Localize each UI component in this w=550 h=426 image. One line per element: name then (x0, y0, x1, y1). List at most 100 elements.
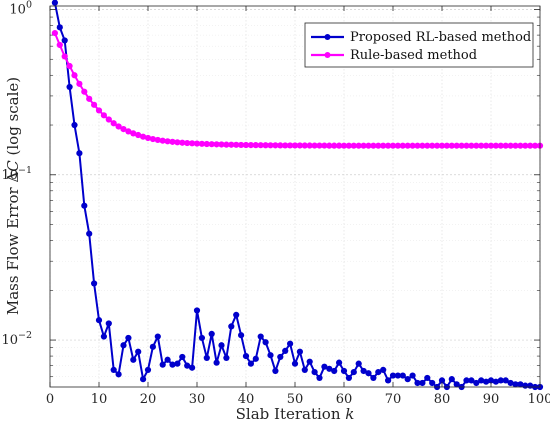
x-tick-label: 60 (336, 392, 353, 407)
data-point (394, 142, 401, 149)
data-point (468, 142, 475, 149)
x-tick-label: 100 (528, 392, 550, 407)
data-point (233, 311, 240, 318)
data-point (223, 354, 230, 361)
data-point (517, 381, 524, 388)
data-point (179, 353, 186, 361)
data-point (434, 142, 441, 149)
data-point (189, 364, 196, 371)
data-point (296, 348, 303, 355)
data-point (61, 53, 68, 60)
data-point (375, 142, 382, 149)
data-point (316, 142, 323, 149)
data-point (242, 141, 250, 149)
data-point (301, 142, 308, 149)
data-point (365, 370, 372, 377)
data-point (350, 369, 357, 376)
data-point (238, 141, 245, 149)
data-point (340, 142, 348, 149)
data-point (174, 139, 181, 146)
data-point (169, 138, 176, 145)
data-point (321, 363, 328, 370)
x-tick-label: 10 (91, 392, 108, 407)
data-point (66, 62, 73, 70)
data-point (321, 142, 328, 149)
data-point (473, 379, 480, 387)
x-tick-label: 40 (238, 392, 255, 407)
data-point (247, 142, 254, 149)
data-point (409, 372, 416, 379)
data-point (110, 366, 117, 373)
data-point (478, 142, 485, 149)
data-point (149, 135, 156, 143)
data-point (81, 202, 88, 209)
data-point (257, 333, 264, 340)
data-point (262, 142, 269, 149)
data-point (419, 142, 426, 149)
data-point (140, 133, 147, 140)
data-point (487, 377, 495, 384)
legend-label-rl: Proposed RL-based method (350, 30, 531, 45)
data-point (144, 366, 152, 373)
data-point (355, 142, 362, 149)
data-point (517, 142, 524, 149)
data-point (135, 131, 142, 139)
data-point (91, 101, 98, 108)
data-point (316, 374, 323, 382)
data-point (223, 141, 230, 148)
data-point (497, 142, 504, 149)
data-point (492, 378, 499, 385)
data-point (458, 142, 465, 149)
data-point (144, 134, 152, 142)
data-point (213, 359, 220, 366)
data-point (414, 142, 421, 149)
data-point (399, 372, 406, 379)
data-point (448, 142, 455, 149)
data-point (247, 360, 254, 367)
data-point (277, 353, 284, 361)
data-point (389, 372, 397, 379)
data-point (262, 339, 269, 346)
data-point (419, 379, 426, 387)
data-point (424, 142, 431, 149)
data-point (130, 130, 137, 137)
ticks: 0 10 20 30 40 50 60 70 80 90 100 10−2 10−1 100 (1, 0, 550, 407)
data-point (208, 141, 215, 148)
data-point (203, 354, 210, 361)
y-tick-label: 10−1 (1, 165, 32, 183)
data-point (291, 360, 299, 367)
data-point (502, 142, 509, 149)
data-point (184, 139, 191, 147)
data-point (483, 142, 490, 149)
data-point (453, 142, 460, 149)
data-point (483, 378, 490, 385)
data-point (296, 142, 303, 149)
grid (49, 6, 541, 387)
data-point (105, 116, 112, 123)
data-point (154, 136, 161, 144)
data-point (365, 142, 372, 149)
data-point (110, 120, 117, 127)
data-point (164, 138, 171, 145)
data-point (287, 340, 294, 347)
data-point (453, 381, 460, 388)
x-tick-label: 30 (189, 392, 206, 407)
data-point (306, 358, 313, 365)
series-rule-based (51, 29, 544, 149)
data-point (385, 142, 392, 149)
data-point (463, 377, 470, 384)
data-point (228, 141, 235, 148)
data-point (404, 142, 411, 149)
data-point (71, 72, 78, 79)
data-point (380, 366, 387, 373)
data-point (291, 142, 299, 149)
data-point (424, 374, 431, 382)
data-point (311, 142, 318, 149)
data-point (272, 367, 279, 375)
legend-label-rule: Rule-based method (350, 48, 477, 63)
data-point (130, 356, 137, 363)
data-point (267, 142, 274, 149)
data-point (218, 141, 225, 148)
data-point (120, 342, 127, 349)
data-point (389, 142, 397, 149)
